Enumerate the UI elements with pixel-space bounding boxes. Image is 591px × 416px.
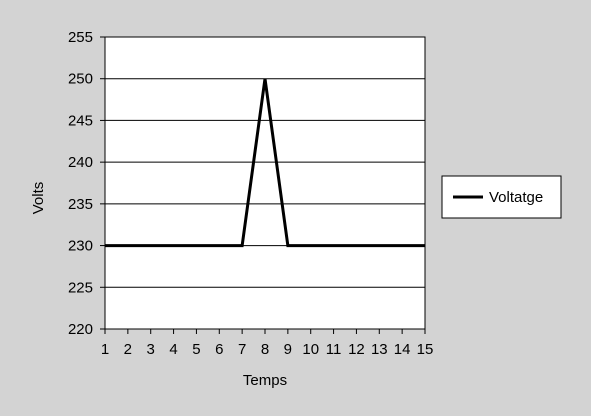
x-tick-label-15: 15 <box>417 341 434 358</box>
x-tick-label-14: 14 <box>394 341 411 358</box>
y-tick-label-240: 240 <box>68 154 93 171</box>
legend: Voltatge <box>441 175 562 219</box>
x-tick-label-11: 11 <box>326 341 342 358</box>
plot-border <box>104 36 426 330</box>
y-tick-label-250: 250 <box>68 71 93 88</box>
x-tick-label-3: 3 <box>147 341 155 358</box>
x-tick-label-8: 8 <box>261 341 269 358</box>
y-tick-label-235: 235 <box>68 196 93 213</box>
y-axis-ticks: 220 225 230 235 240 245 250 255 <box>68 29 105 338</box>
x-tick-label-10: 10 <box>302 341 319 358</box>
x-axis-title: Temps <box>243 372 287 389</box>
x-tick-label-13: 13 <box>371 341 388 358</box>
x-tick-label-7: 7 <box>238 341 246 358</box>
x-tick-label-6: 6 <box>215 341 223 358</box>
series-line-0 <box>105 78 425 248</box>
legend-label: Voltatge <box>489 189 543 206</box>
x-tick-label-9: 9 <box>284 341 292 358</box>
y-tick-label-255: 255 <box>68 29 93 46</box>
x-tick-label-12: 12 <box>348 341 365 358</box>
x-tick-label-4: 4 <box>169 341 177 358</box>
x-tick-label-1: 1 <box>101 341 109 358</box>
y-tick-label-230: 230 <box>68 238 93 255</box>
x-tick-label-2: 2 <box>124 341 132 358</box>
y-tick-label-245: 245 <box>68 112 93 129</box>
y-axis-title: Volts <box>30 182 47 215</box>
y-tick-label-220: 220 <box>68 321 93 338</box>
y-tick-label-225: 225 <box>68 279 93 296</box>
x-axis-ticks: 1 2 3 4 5 6 7 8 9 10 11 12 13 14 15 <box>101 329 434 358</box>
series-layer <box>105 78 425 248</box>
x-tick-label-5: 5 <box>192 341 200 358</box>
